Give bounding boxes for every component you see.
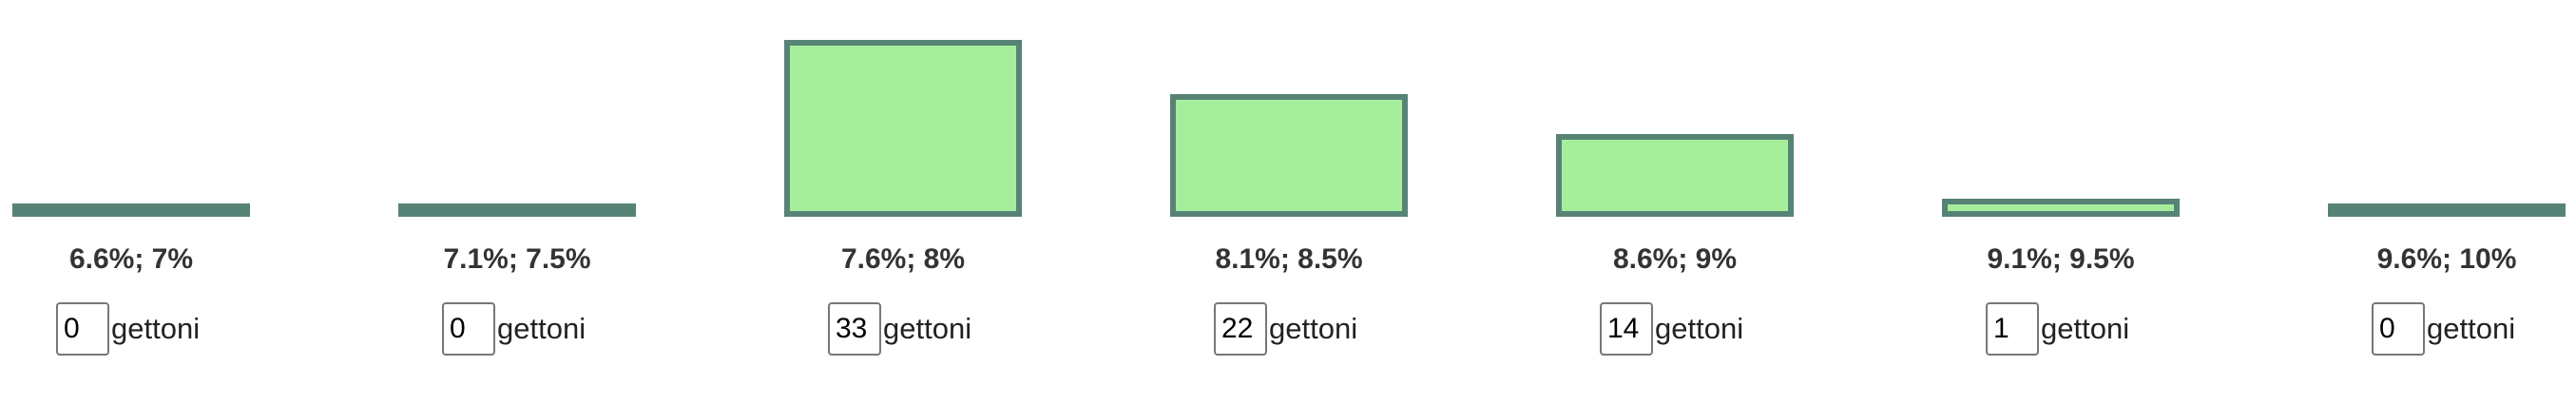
token-unit-label: gettoni (497, 312, 586, 345)
token-count-input[interactable] (442, 302, 495, 356)
token-unit-label: gettoni (1269, 312, 1358, 345)
bin-5: 9.1%; 9.5% gettoni (1942, 0, 2180, 405)
token-count-input[interactable] (1986, 302, 2039, 356)
token-count-input[interactable] (2372, 302, 2425, 356)
bin-1: 7.1%; 7.5% gettoni (398, 0, 636, 405)
bin-2: 7.6%; 8% gettoni (784, 0, 1022, 405)
token-unit-label: gettoni (1655, 312, 1744, 345)
bin-label: 8.6%; 9% (1612, 243, 1738, 275)
token-count-input[interactable] (56, 302, 109, 356)
bin-label: 9.1%; 9.5% (1987, 243, 2135, 275)
token-count-input[interactable] (1214, 302, 1267, 356)
bar (12, 203, 250, 217)
bin-label: 7.1%; 7.5% (443, 243, 591, 275)
token-row: gettoni (828, 302, 971, 356)
token-unit-label: gettoni (2427, 312, 2516, 345)
bin-label: 8.1%; 8.5% (1215, 243, 1363, 275)
bin-label: 6.6%; 7% (68, 243, 194, 275)
token-row: gettoni (1600, 302, 1743, 356)
token-row: gettoni (1986, 302, 2129, 356)
token-unit-label: gettoni (883, 312, 972, 345)
bar (1556, 134, 1794, 217)
token-unit-label: gettoni (111, 312, 201, 345)
bin-label: 9.6%; 10% (2376, 243, 2517, 275)
bin-4: 8.6%; 9% gettoni (1556, 0, 1794, 405)
token-count-input[interactable] (1600, 302, 1653, 356)
token-row: gettoni (56, 302, 200, 356)
bin-3: 8.1%; 8.5% gettoni (1170, 0, 1408, 405)
bin-label: 7.6%; 8% (840, 243, 966, 275)
token-unit-label: gettoni (2041, 312, 2130, 345)
token-row: gettoni (1214, 302, 1357, 356)
bar (2328, 203, 2566, 217)
token-count-input[interactable] (828, 302, 881, 356)
bar (1942, 199, 2180, 217)
bin-0: 6.6%; 7% gettoni (12, 0, 250, 405)
token-row: gettoni (2372, 302, 2515, 356)
token-row: gettoni (442, 302, 586, 356)
bar (398, 203, 636, 217)
bar (1170, 94, 1408, 217)
bar (784, 40, 1022, 217)
bin-6: 9.6%; 10% gettoni (2328, 0, 2566, 405)
